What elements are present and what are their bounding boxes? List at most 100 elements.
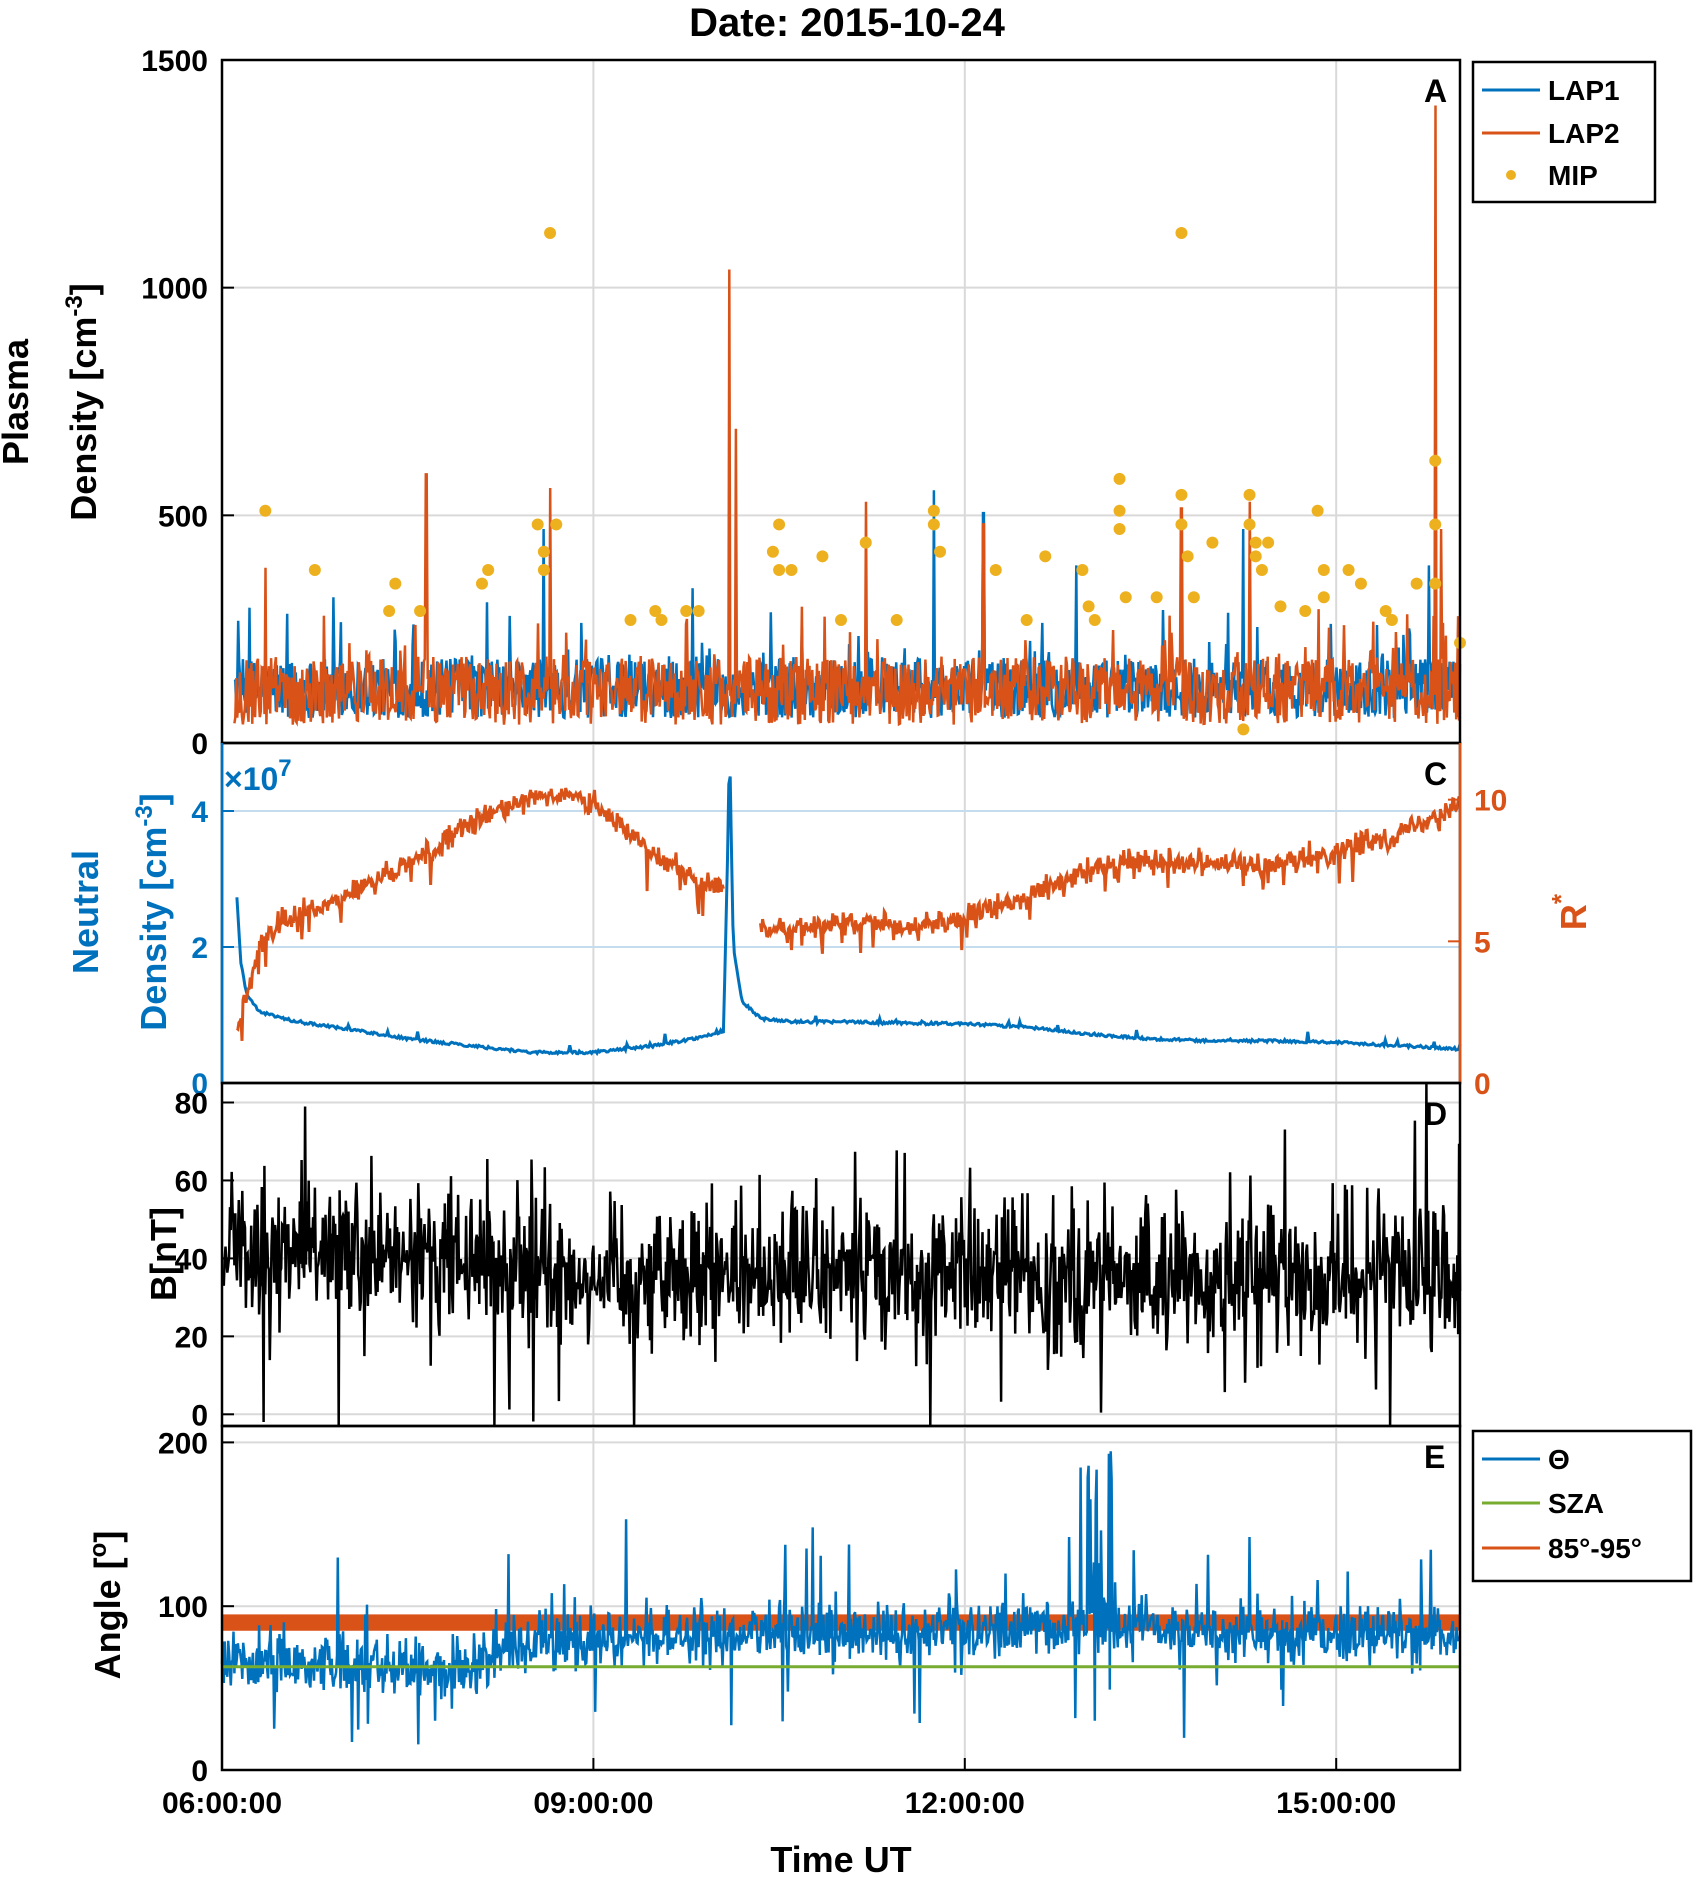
mip-point-24	[890, 614, 903, 627]
series-b-line	[221, 1082, 1462, 1427]
panel-e-plot	[220, 1451, 1462, 1745]
y-tick-label-c-right-0: 0	[1474, 1068, 1491, 1101]
mip-point-62	[1429, 518, 1442, 531]
mip-point-47	[1249, 536, 1262, 549]
panel-e-legend-box	[1471, 1429, 1693, 1583]
mip-point-10	[544, 227, 557, 240]
mip-point-28	[989, 563, 1002, 576]
mip-point-57	[1354, 577, 1367, 590]
mip-point-65	[1237, 723, 1250, 736]
panel-a-yticks: 0 500 1000 1500	[141, 45, 234, 761]
mip-point-7	[531, 518, 544, 531]
y-tick-label-d-left-0: 0	[191, 1399, 208, 1432]
panel-a-ylabel-line1: Plasma	[0, 338, 36, 465]
mip-point-30	[1039, 550, 1052, 563]
panel-d: 0 20 40 60 80 D B[nT]	[143, 1081, 1462, 1432]
x-tick-label-2: 12:00:00	[905, 1787, 1025, 1820]
series-neutral-density-line	[235, 776, 1462, 1057]
mip-point-37	[1119, 591, 1132, 604]
x-axis-ticks: 06:00:00 09:00:00 12:00:00 15:00:00	[162, 1758, 1396, 1820]
mip-point-14	[655, 614, 668, 627]
mip-point-59	[1385, 614, 1398, 627]
y-tick-label-c-right-1: 5	[1474, 926, 1491, 959]
mip-point-35	[1113, 504, 1126, 517]
panel-c-yticks: 0 2 4 0 5 10	[191, 785, 1507, 1101]
panel-a-ylabel-bracket: ]	[63, 283, 104, 295]
panel-a-letter: A	[1424, 73, 1447, 109]
mip-point-48	[1249, 550, 1262, 563]
x-axis-label: Time UT	[770, 1839, 911, 1880]
mip-point-3	[389, 577, 402, 590]
y-tick-label-d-left-1: 20	[175, 1321, 208, 1354]
panel-e-letter: E	[1424, 1439, 1445, 1475]
mip-point-46	[1243, 518, 1256, 531]
mip-point-20	[785, 563, 798, 576]
y-tick-label-c-right-2: 10	[1474, 785, 1507, 818]
mip-point-12	[624, 614, 637, 627]
panel-c-grid	[222, 743, 1460, 1083]
mip-point-41	[1175, 518, 1188, 531]
panel-a-ylabel-exponent: -3	[61, 295, 88, 316]
panel-e-grid	[222, 1426, 1460, 1770]
mip-point-60	[1410, 577, 1423, 590]
legend-lap2-label: LAP2	[1548, 118, 1620, 149]
legend-band-label: 85°-95°	[1548, 1533, 1642, 1564]
mip-point-29	[1020, 614, 1033, 627]
mip-point-22	[835, 614, 847, 627]
x-tick-label-0: 06:00:00	[162, 1787, 282, 1820]
mip-point-6	[482, 563, 495, 576]
mip-point-17	[766, 545, 779, 558]
panel-e-legend: Θ SZA 85°-95°	[1471, 1429, 1693, 1583]
y-tick-label-d-left-3: 60	[175, 1165, 208, 1198]
mip-point-26	[927, 518, 940, 531]
legend-lap1-label: LAP1	[1548, 75, 1620, 106]
mip-point-0	[259, 504, 272, 517]
y-tick-label-a-left-1: 500	[158, 500, 208, 533]
panel-c-plot	[235, 776, 1462, 1057]
panel-c-ylabel-main: Density [cm	[133, 827, 174, 1031]
mip-point-11	[550, 518, 563, 531]
series-theta-line	[220, 1451, 1462, 1745]
mip-point-51	[1274, 600, 1287, 613]
mip-point-25	[927, 504, 940, 517]
y-tick-label-a-left-2: 1000	[141, 273, 208, 306]
panel-c-ylabel-bracket: ]	[133, 793, 174, 805]
mip-point-45	[1243, 488, 1256, 501]
legend-theta-label: Θ	[1548, 1444, 1570, 1475]
x-tick-label-3: 15:00:00	[1276, 1787, 1396, 1820]
mip-point-18	[773, 518, 786, 531]
mip-point-16	[692, 604, 705, 617]
panel-d-yticks: 0 20 40 60 80	[175, 1087, 234, 1432]
mip-point-36	[1113, 522, 1126, 535]
mip-point-44	[1206, 536, 1219, 549]
panel-d-letter: D	[1424, 1096, 1447, 1132]
mip-point-21	[816, 550, 829, 563]
panel-a: 0 500 1000 1500 A Plasma Density [cm-3] LAP…	[0, 45, 1657, 761]
panel-e-ylabel-bracket: ]	[87, 1531, 128, 1543]
mip-point-8	[537, 545, 550, 558]
mip-point-31	[1076, 563, 1089, 576]
panel-c-ylabel-exponent: -3	[131, 805, 158, 826]
panel-e-frame	[220, 1424, 1462, 1772]
panel-c-multiplier-exponent: 7	[278, 755, 291, 782]
mip-point-58	[1379, 604, 1392, 617]
mip-point-2	[383, 604, 396, 617]
mip-point-1	[308, 563, 321, 576]
mip-point-49	[1255, 563, 1268, 576]
mip-point-5	[475, 577, 488, 590]
legend-mip-label: MIP	[1548, 160, 1598, 191]
mip-point-43	[1187, 591, 1200, 604]
panel-d-ylabel: B[nT]	[143, 1207, 184, 1301]
panel-c-right-ylabel-star: *	[1546, 893, 1576, 904]
mip-point-63	[1429, 577, 1442, 590]
mip-point-40	[1175, 488, 1188, 501]
panel-c-ylabel-line1: Neutral	[65, 850, 106, 974]
mip-point-54	[1317, 563, 1330, 576]
figure-title: Date: 2015-10-24	[689, 1, 1005, 45]
panel-e-ylabel-degree: o	[85, 1543, 112, 1558]
y-tick-label-c-left-0: 0	[191, 1068, 208, 1101]
mip-point-23	[859, 536, 872, 549]
mip-point-27	[934, 545, 947, 558]
